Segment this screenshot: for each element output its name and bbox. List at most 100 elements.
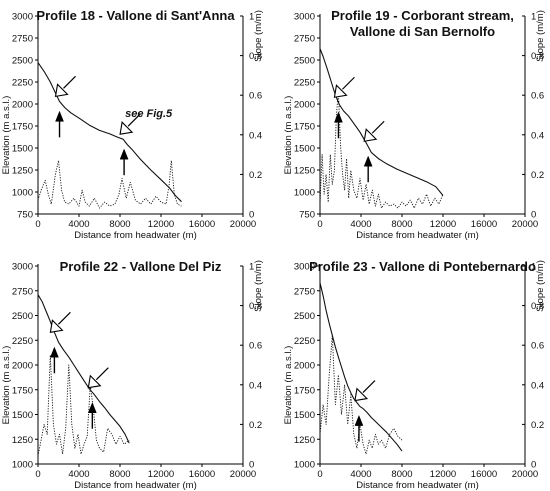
y-axis-label: Elevation (m a.s.l.) <box>283 346 294 425</box>
x-tick-label: 0 <box>35 219 40 230</box>
x-axis-label: Distance from headwater (m) <box>74 480 196 491</box>
y-tick-label: 2750 <box>294 34 315 45</box>
elevation-line <box>319 48 444 196</box>
elevation-line <box>37 62 182 203</box>
y-tick-label: 2000 <box>294 100 315 111</box>
y2-tick-label: 0.6 <box>531 341 544 352</box>
y2-axis-label: Slope (m/m) <box>535 260 546 312</box>
y2-tick-label: 0.4 <box>531 130 544 141</box>
y-tick-label: 2000 <box>12 100 33 111</box>
knickpoint-arrow-hollow <box>49 311 71 333</box>
y2-tick-label: 0.8 <box>531 51 544 62</box>
x-tick-label: 4000 <box>68 469 89 480</box>
y2-tick-label: 0.8 <box>531 301 544 312</box>
y-tick-label: 1000 <box>294 188 315 199</box>
y-tick-label: 1500 <box>294 410 315 421</box>
x-tick-label: 0 <box>35 469 40 480</box>
y2-tick-label: 0.4 <box>249 130 262 141</box>
y-tick-label: 2750 <box>294 286 315 297</box>
x-tick-label: 8000 <box>109 469 130 480</box>
y2-tick-label: 1 <box>249 262 254 273</box>
y-tick-label: 2250 <box>294 78 315 89</box>
x-axis-label: Distance from headwater (m) <box>74 230 196 241</box>
y2-axis-label: Slope (m/m) <box>253 10 264 62</box>
x-tick-label: 16000 <box>471 219 497 230</box>
y-tick-label: 2500 <box>294 56 315 67</box>
y-axis-label: Elevation (m a.s.l.) <box>1 346 12 425</box>
y-tick-label: 1250 <box>12 166 33 177</box>
x-tick-label: 16000 <box>189 469 215 480</box>
y-tick-label: 2500 <box>12 311 33 322</box>
y2-tick-label: 0.8 <box>249 301 262 312</box>
chart-title: Profile 23 - Vallone di Pontebernardo <box>309 259 536 274</box>
y2-tick-label: 0 <box>531 460 536 471</box>
y2-tick-label: 0.6 <box>531 91 544 102</box>
x-tick-label: 4000 <box>350 219 371 230</box>
y-tick-label: 2000 <box>12 361 33 372</box>
y-tick-label: 750 <box>299 210 315 221</box>
y-tick-label: 1000 <box>12 460 33 471</box>
y-tick-label: 3000 <box>294 262 315 273</box>
y-tick-label: 1500 <box>12 144 33 155</box>
y2-tick-label: 0.6 <box>249 341 262 352</box>
y-tick-label: 1250 <box>294 166 315 177</box>
y-tick-label: 2250 <box>12 78 33 89</box>
slope-line <box>319 90 444 209</box>
y2-tick-label: 0.4 <box>531 380 544 391</box>
x-tick-label: 8000 <box>391 219 412 230</box>
x-tick-label: 0 <box>317 469 322 480</box>
y2-tick-label: 0.6 <box>249 91 262 102</box>
x-tick-label: 20000 <box>512 469 538 480</box>
y2-tick-label: 0.8 <box>249 51 262 62</box>
x-tick-label: 8000 <box>109 219 130 230</box>
y-tick-label: 1250 <box>294 435 315 446</box>
chart-title: Profile 18 - Vallone di Sant'Anna <box>36 8 235 23</box>
knickpoint-arrow-solid <box>50 346 59 374</box>
y2-axis-label: Slope (m/m) <box>535 10 546 62</box>
y-axis-label: Elevation (m a.s.l.) <box>283 96 294 175</box>
y-tick-label: 1000 <box>294 460 315 471</box>
y-tick-label: 1750 <box>294 122 315 133</box>
y-tick-label: 750 <box>17 210 33 221</box>
x-tick-label: 12000 <box>148 219 174 230</box>
chart-title: Profile 22 - Vallone Del Piz <box>60 259 222 274</box>
x-tick-label: 4000 <box>68 219 89 230</box>
annotation-text: see Fig.5 <box>125 108 173 120</box>
knickpoint-arrow-solid <box>87 402 97 429</box>
x-axis-label: Distance from headwater (m) <box>356 480 478 491</box>
x-tick-label: 4000 <box>350 469 371 480</box>
y-tick-label: 1000 <box>12 188 33 199</box>
knickpoint-arrow-hollow <box>354 380 376 402</box>
knickpoint-arrow-solid <box>354 414 364 442</box>
chart-title: Vallone di San Bernolfo <box>350 24 495 39</box>
y2-tick-label: 0.4 <box>249 380 262 391</box>
knickpoint-arrow-solid <box>55 110 64 138</box>
y2-tick-label: 0.2 <box>531 170 544 181</box>
x-tick-label: 16000 <box>471 469 497 480</box>
knickpoint-arrow-hollow <box>333 76 355 98</box>
y2-tick-label: 1 <box>531 12 536 23</box>
y-tick-label: 1250 <box>12 435 33 446</box>
y-tick-label: 3000 <box>12 262 33 273</box>
y-tick-label: 2500 <box>294 311 315 322</box>
x-tick-label: 16000 <box>189 219 215 230</box>
y2-tick-label: 0 <box>249 210 254 221</box>
knickpoint-arrow-hollow <box>119 113 141 135</box>
y-tick-label: 1750 <box>12 385 33 396</box>
knickpoint-arrow-solid <box>334 111 343 139</box>
y-tick-label: 2250 <box>12 336 33 347</box>
knickpoint-arrow-hollow <box>54 75 76 98</box>
slope-line <box>37 160 182 209</box>
chart-panel-3: Profile 22 - Vallone Del Piz 1000 1250 1500… <box>1 259 264 491</box>
x-axis-label: Distance from headwater (m) <box>356 230 478 241</box>
x-tick-label: 20000 <box>230 469 256 480</box>
y2-tick-label: 0.2 <box>249 420 262 431</box>
y-tick-label: 2500 <box>12 56 33 67</box>
elevation-line <box>37 294 130 444</box>
x-tick-label: 12000 <box>430 219 456 230</box>
x-tick-label: 12000 <box>430 469 456 480</box>
x-tick-label: 0 <box>317 219 322 230</box>
y2-tick-label: 1 <box>249 12 254 23</box>
y-tick-label: 2250 <box>294 336 315 347</box>
